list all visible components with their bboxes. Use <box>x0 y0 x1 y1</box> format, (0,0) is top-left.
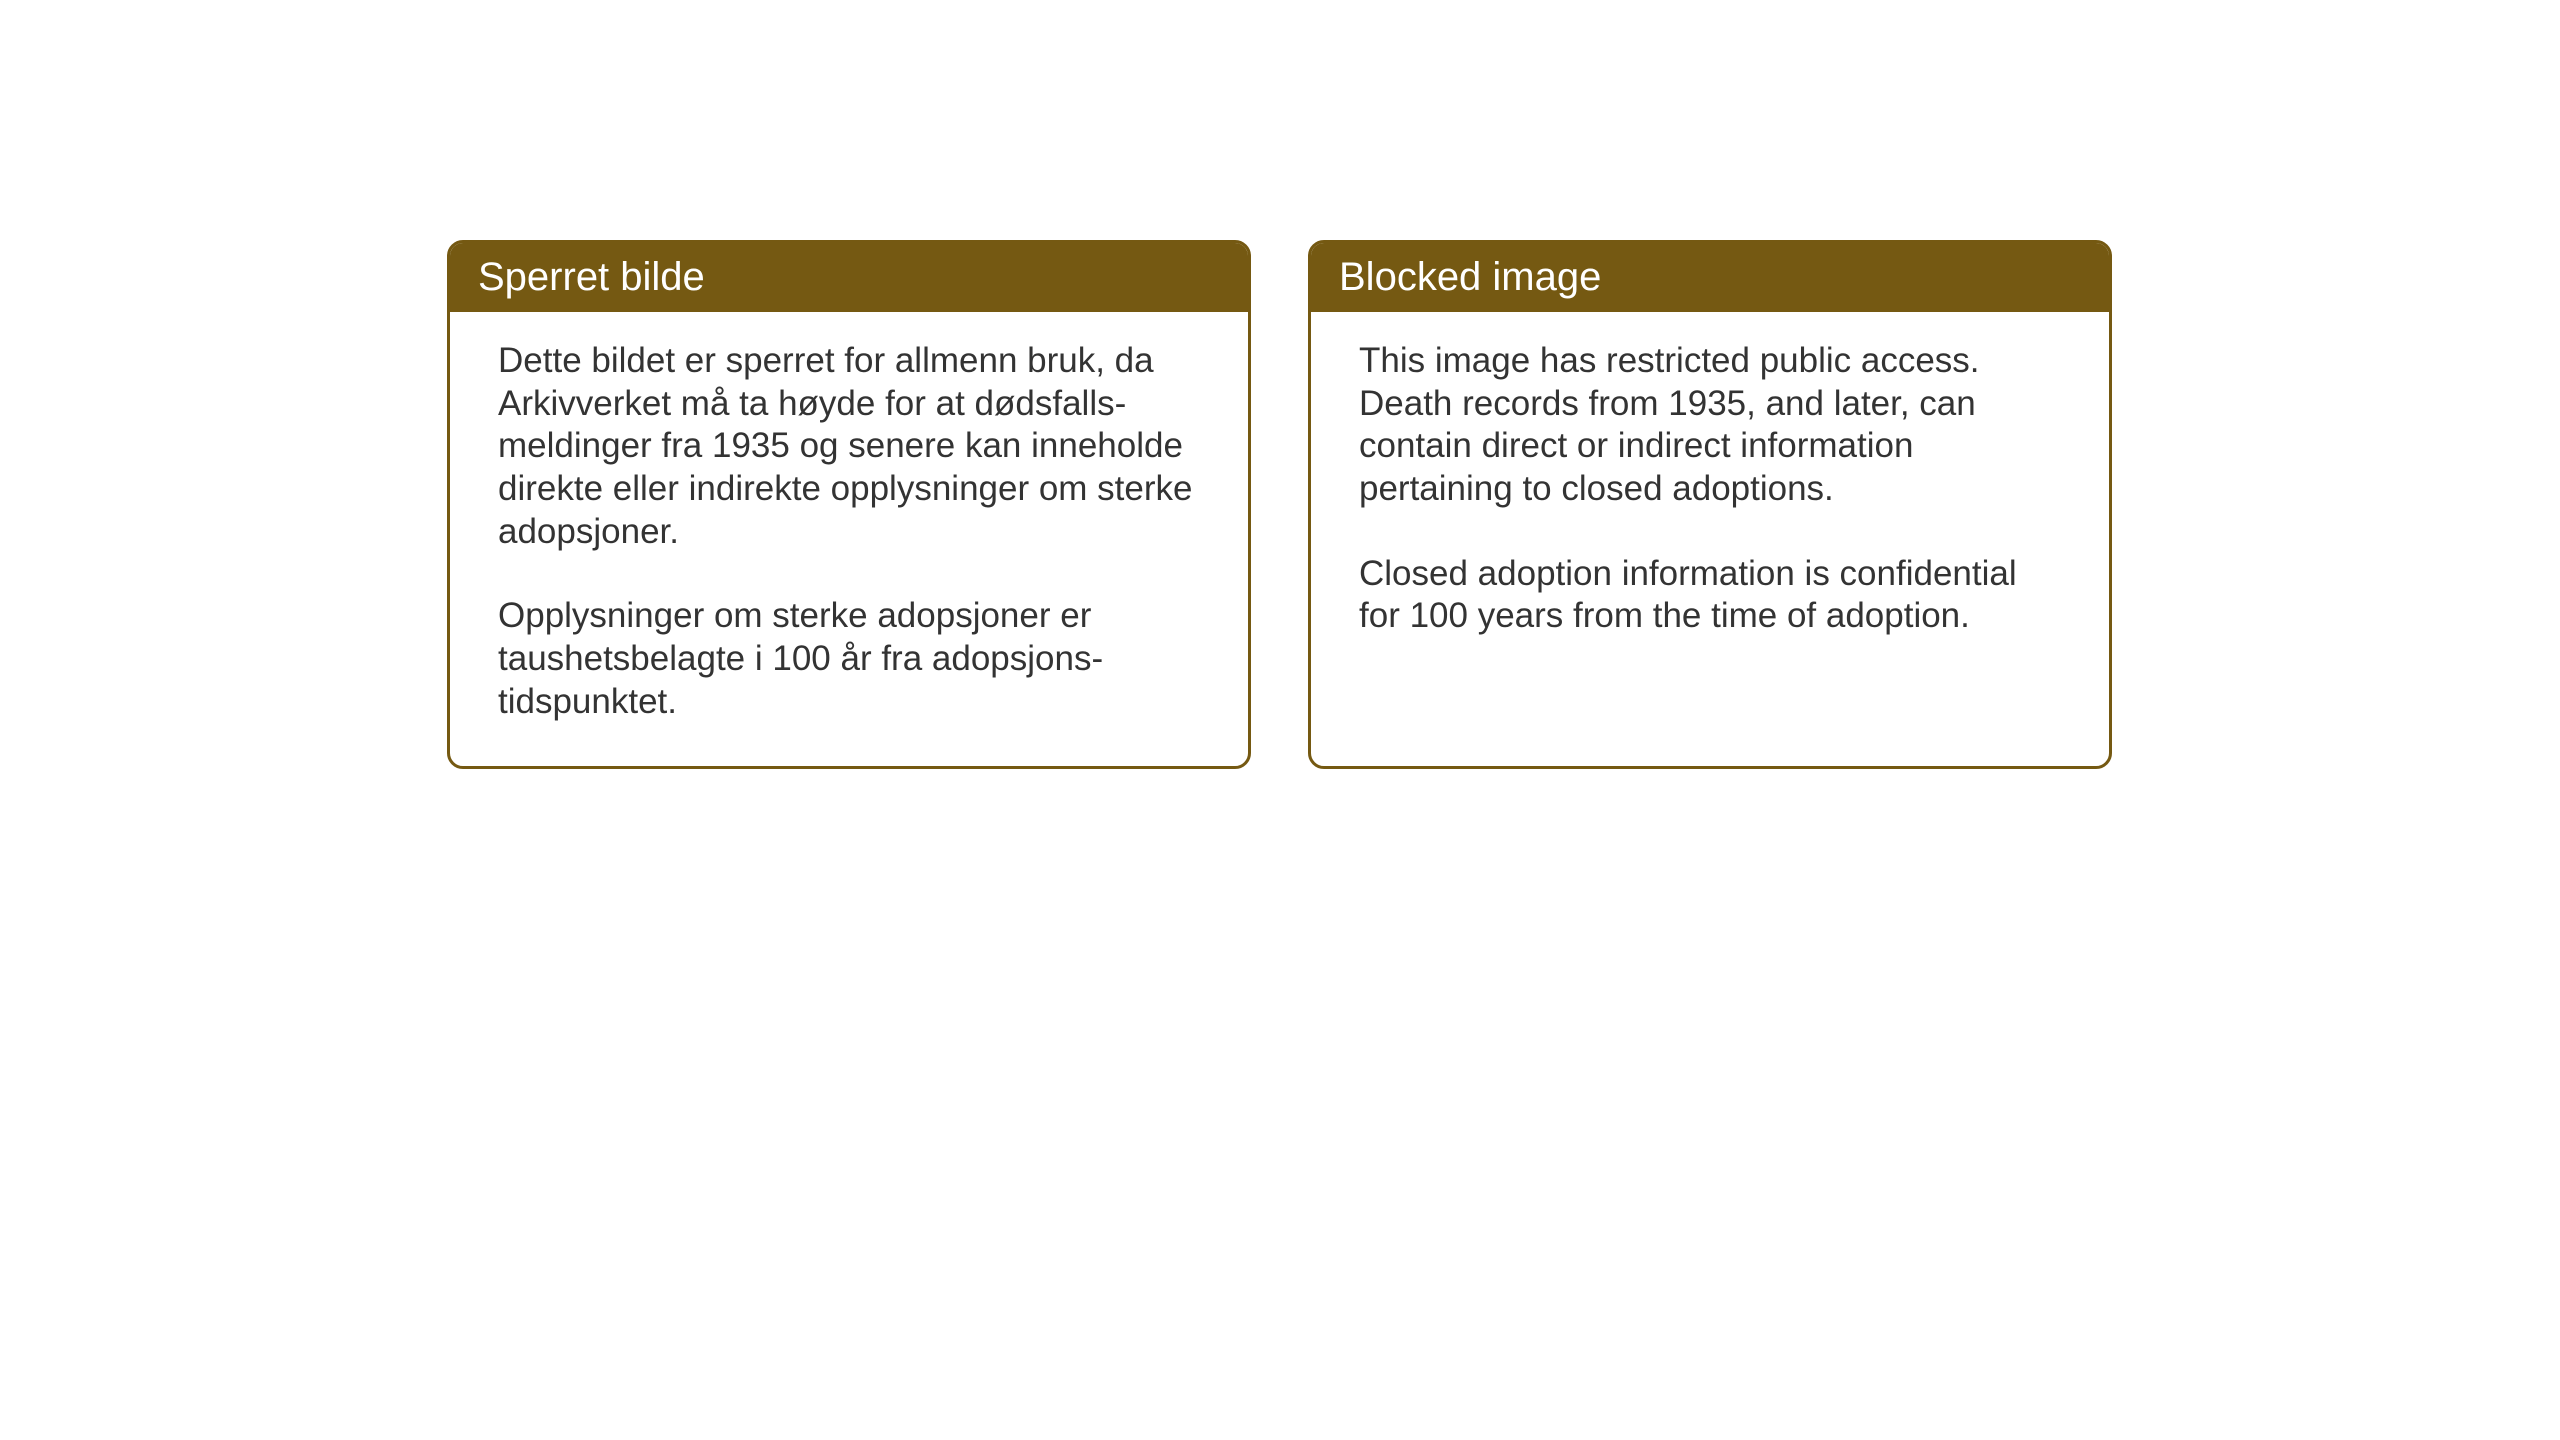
card-paragraph: Dette bildet er sperret for allmenn bruk… <box>498 340 1200 553</box>
card-title: Sperret bilde <box>478 255 705 299</box>
card-paragraph: Opplysninger om sterke adopsjoner er tau… <box>498 595 1200 723</box>
card-body-norwegian: Dette bildet er sperret for allmenn bruk… <box>450 312 1248 766</box>
card-english: Blocked image This image has restricted … <box>1308 240 2112 769</box>
card-body-english: This image has restricted public access.… <box>1311 312 2109 680</box>
card-paragraph: Closed adoption information is confident… <box>1359 553 2061 638</box>
card-norwegian: Sperret bilde Dette bildet er sperret fo… <box>447 240 1251 769</box>
cards-container: Sperret bilde Dette bildet er sperret fo… <box>447 240 2112 769</box>
card-title: Blocked image <box>1339 255 1601 299</box>
card-paragraph: This image has restricted public access.… <box>1359 340 2061 511</box>
card-header-english: Blocked image <box>1311 243 2109 312</box>
card-header-norwegian: Sperret bilde <box>450 243 1248 312</box>
